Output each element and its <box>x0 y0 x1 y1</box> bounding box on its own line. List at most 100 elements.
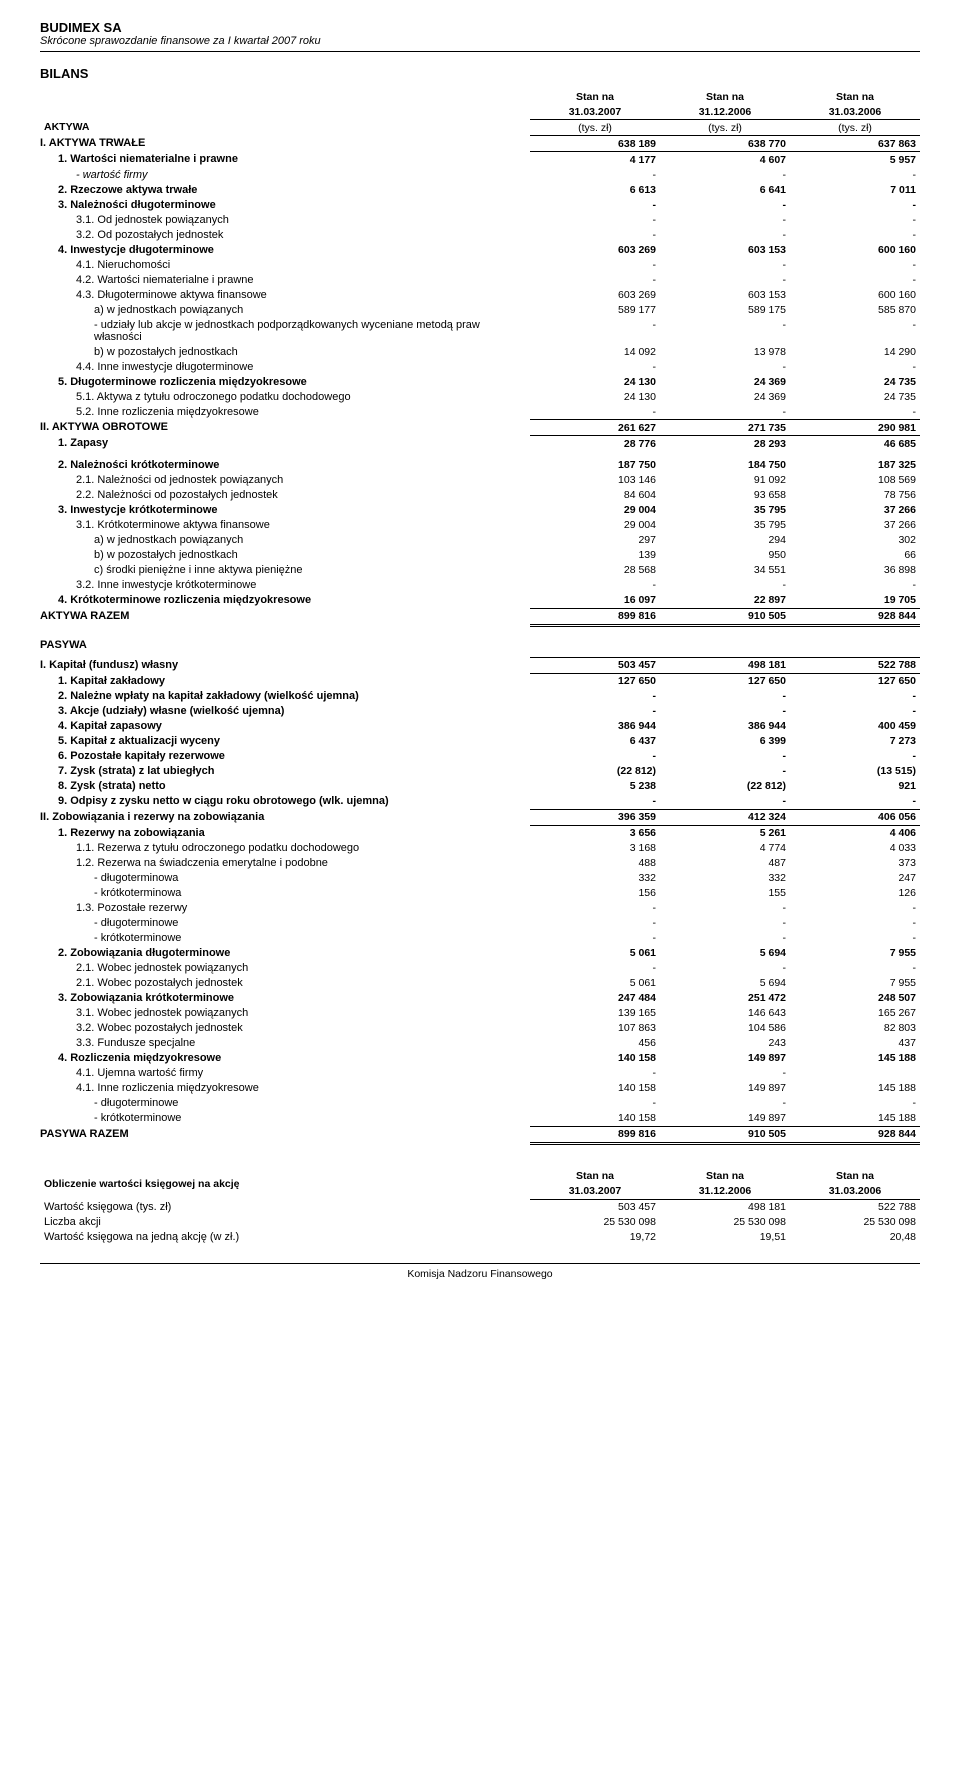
table-row: 8. Zysk (strata) netto5 238(22 812)921 <box>40 779 920 794</box>
row-value: 78 756 <box>790 488 920 503</box>
row-value: 104 586 <box>660 1021 790 1036</box>
row-value: 589 175 <box>660 302 790 317</box>
row-value: 4 177 <box>530 152 660 168</box>
row-value: - <box>660 359 790 374</box>
table-row: - długoterminowe--- <box>40 1096 920 1111</box>
row-value: 437 <box>790 1036 920 1051</box>
row-value: 14 092 <box>530 344 660 359</box>
row-value: 600 160 <box>790 287 920 302</box>
row-label: 1. Wartości niematerialne i prawne <box>40 152 530 168</box>
row-value: - <box>530 404 660 420</box>
row-value: (22 812) <box>530 764 660 779</box>
col3-header-line2: 31.03.2006 <box>790 104 920 120</box>
row-value: - <box>790 749 920 764</box>
table-row: - udziały lub akcje w jednostkach podpor… <box>40 317 920 344</box>
row-value: 24 130 <box>530 374 660 389</box>
table-row: b) w pozostałych jednostkach14 09213 978… <box>40 344 920 359</box>
row-label: 3.2. Wobec pozostałych jednostek <box>40 1021 530 1036</box>
row-value: 29 004 <box>530 518 660 533</box>
row-label: - długoterminowe <box>40 916 530 931</box>
row-label: - długoterminowa <box>40 871 530 886</box>
row-value: 498 181 <box>660 657 790 673</box>
row-value: 488 <box>530 856 660 871</box>
pasywa-label: PASYWA <box>40 639 920 651</box>
row-value: 28 568 <box>530 563 660 578</box>
section-title: BILANS <box>40 66 920 81</box>
table-row: PASYWA RAZEM899 816910 505928 844 <box>40 1126 920 1143</box>
col1-unit: (tys. zł) <box>530 120 660 136</box>
row-label: - krótkoterminowa <box>40 886 530 901</box>
row-value: 22 897 <box>660 593 790 609</box>
table-row: AKTYWA RAZEM899 816910 505928 844 <box>40 608 920 625</box>
bv-title: Obliczenie wartości księgowej na akcję <box>40 1169 530 1200</box>
row-label: 2. Należności krótkoterminowe <box>40 458 530 473</box>
row-value: - <box>660 704 790 719</box>
row-value: 3 656 <box>530 825 660 841</box>
row-label: 1.3. Pozostałe rezerwy <box>40 901 530 916</box>
row-label: 2. Rzeczowe aktywa trwałe <box>40 182 530 197</box>
row-label: 7. Zysk (strata) z lat ubiegłych <box>40 764 530 779</box>
row-value: 406 056 <box>790 809 920 825</box>
row-value: 35 795 <box>660 503 790 518</box>
row-value: 25 530 098 <box>790 1215 920 1230</box>
row-label: 2.1. Wobec jednostek powiązanych <box>40 961 530 976</box>
table-row: 4. Kapitał zapasowy386 944386 944400 459 <box>40 719 920 734</box>
row-value <box>790 1066 920 1081</box>
row-label: 3.2. Inne inwestycje krótkoterminowe <box>40 578 530 593</box>
header-rule <box>40 51 920 52</box>
row-label: 1.1. Rezerwa z tytułu odroczonego podatk… <box>40 841 530 856</box>
table-row: Wartość księgowa na jedną akcję (w zł.)1… <box>40 1230 920 1245</box>
table-row: 4.2. Wartości niematerialne i prawne--- <box>40 272 920 287</box>
row-value: 6 437 <box>530 734 660 749</box>
row-label: 4.1. Nieruchomości <box>40 257 530 272</box>
row-value: - <box>790 704 920 719</box>
row-label: 2.1. Wobec pozostałych jednostek <box>40 976 530 991</box>
row-value: 127 650 <box>660 673 790 689</box>
row-value: - <box>660 317 790 344</box>
footer-text: Komisja Nadzoru Finansowego <box>40 1268 920 1280</box>
row-value: 7 955 <box>790 946 920 961</box>
row-value: 24 735 <box>790 389 920 404</box>
row-value: 950 <box>660 548 790 563</box>
row-value: 386 944 <box>530 719 660 734</box>
row-value: 921 <box>790 779 920 794</box>
row-value: - <box>530 257 660 272</box>
row-value: 36 898 <box>790 563 920 578</box>
row-label: 3. Inwestycje krótkoterminowe <box>40 503 530 518</box>
row-value: - <box>530 749 660 764</box>
row-value: 145 188 <box>790 1051 920 1066</box>
row-label: 3. Akcje (udziały) własne (wielkość ujem… <box>40 704 530 719</box>
table-row: 4.1. Inne rozliczenia międzyokresowe140 … <box>40 1081 920 1096</box>
row-value: - <box>790 689 920 704</box>
row-label: 3.1. Od jednostek powiązanych <box>40 212 530 227</box>
row-label: 5. Długoterminowe rozliczenia międzyokre… <box>40 374 530 389</box>
table-row: 1.3. Pozostałe rezerwy--- <box>40 901 920 916</box>
row-value: 290 981 <box>790 420 920 436</box>
row-label: a) w jednostkach powiązanych <box>40 533 530 548</box>
row-value: 103 146 <box>530 473 660 488</box>
row-label: 3.3. Fundusze specjalne <box>40 1036 530 1051</box>
table-row: 3.3. Fundusze specjalne456243437 <box>40 1036 920 1051</box>
row-value: 84 604 <box>530 488 660 503</box>
row-label: PASYWA RAZEM <box>40 1126 530 1143</box>
row-label: b) w pozostałych jednostkach <box>40 344 530 359</box>
row-value: 928 844 <box>790 608 920 625</box>
table-row: 5.1. Aktywa z tytułu odroczonego podatku… <box>40 389 920 404</box>
row-value: 37 266 <box>790 518 920 533</box>
row-value: 487 <box>660 856 790 871</box>
table-row: 3. Zobowiązania krótkoterminowe247 48425… <box>40 991 920 1006</box>
table-row: II. Zobowiązania i rezerwy na zobowiązan… <box>40 809 920 825</box>
bv-c1-l2: 31.03.2007 <box>530 1184 660 1200</box>
row-value: - <box>530 1096 660 1111</box>
row-value: 187 750 <box>530 458 660 473</box>
row-value: 332 <box>530 871 660 886</box>
row-label: 4. Rozliczenia międzyokresowe <box>40 1051 530 1066</box>
row-label: 4.1. Ujemna wartość firmy <box>40 1066 530 1081</box>
row-value: 603 153 <box>660 287 790 302</box>
row-value: - <box>790 272 920 287</box>
row-value: 386 944 <box>660 719 790 734</box>
row-label: Liczba akcji <box>40 1215 530 1230</box>
row-value: 107 863 <box>530 1021 660 1036</box>
row-value: (13 515) <box>790 764 920 779</box>
table-row: 3. Należności długoterminowe--- <box>40 197 920 212</box>
